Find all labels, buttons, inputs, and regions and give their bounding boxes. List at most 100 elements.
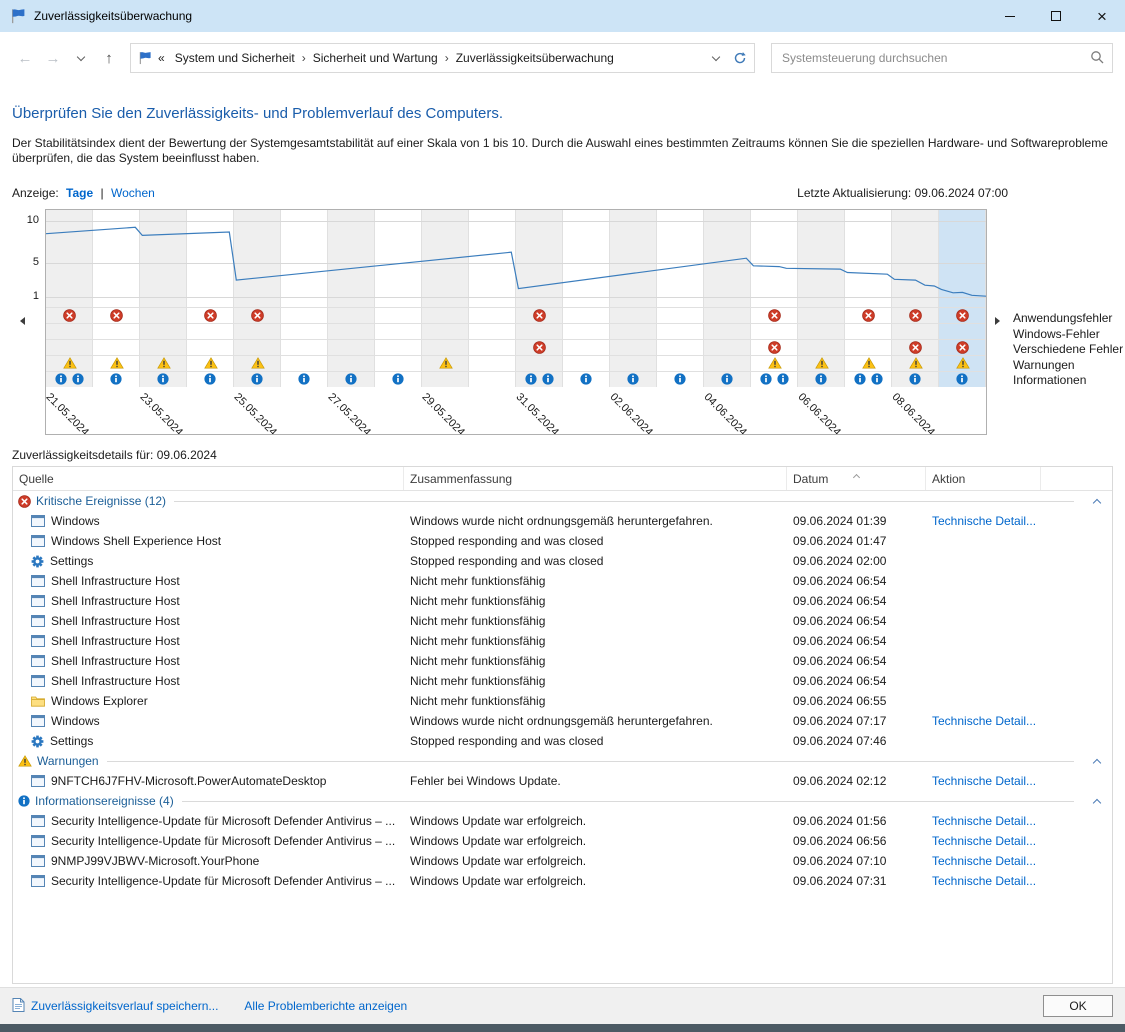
minimize-button[interactable] [987,0,1033,32]
event-row[interactable]: Shell Infrastructure Host Nicht mehr funk… [13,651,1112,671]
recent-pages-dropdown-button[interactable] [68,45,94,71]
event-row[interactable]: Security Intelligence-Update für Microso… [13,831,1112,851]
maximize-button[interactable] [1033,0,1079,32]
event-row[interactable]: Windows Shell Experience Host Stopped res… [13,531,1112,551]
event-row[interactable]: Shell Infrastructure Host Nicht mehr funk… [13,631,1112,651]
chart-day-column[interactable] [657,210,704,387]
technical-details-link[interactable]: Technische Detail... [932,514,1037,528]
navigation-bar: ← → ↑ « System und Sicherheit › Sicherheit… [0,32,1125,84]
close-button[interactable]: × [1079,0,1125,32]
search-box[interactable] [771,43,1113,73]
chart-day-column[interactable] [187,210,234,387]
collapse-group-button[interactable] [1082,797,1112,807]
minimize-icon [1005,15,1015,17]
gridline [46,263,986,265]
chevron-up-icon [852,473,861,482]
technical-details-link[interactable]: Technische Detail... [932,854,1037,868]
event-group-header[interactable]: Kritische Ereignisse (12) [13,491,1112,511]
event-date: 09.06.2024 06:54 [793,674,887,688]
forward-button[interactable]: → [40,45,66,71]
event-row[interactable]: Windows Explorer Nicht mehr funktionsfähi… [13,691,1112,711]
column-header-zusammenfassung[interactable]: Zusammenfassung [404,467,787,490]
column-header-datum[interactable]: Datum [787,467,926,490]
event-row[interactable]: 9NFTCH6J7FHV-Microsoft.PowerAutomateDesk… [13,771,1112,791]
chart-day-column[interactable] [516,210,563,387]
chart-day-column[interactable] [563,210,610,387]
chart-day-column[interactable] [140,210,187,387]
event-row[interactable]: Settings Stopped responding and was close… [13,551,1112,571]
technical-details-link[interactable]: Technische Detail... [932,714,1037,728]
technical-details-link[interactable]: Technische Detail... [932,774,1037,788]
error-icon [862,309,875,322]
view-reports-link[interactable]: Alle Problemberichte anzeigen [244,999,407,1013]
chart-day-column[interactable] [845,210,892,387]
event-row[interactable]: Security Intelligence-Update für Microso… [13,811,1112,831]
event-action: Technische Detail... [926,714,1041,728]
event-row[interactable]: Shell Infrastructure Host Nicht mehr funk… [13,571,1112,591]
chart-day-column[interactable] [281,210,328,387]
event-row[interactable]: Shell Infrastructure Host Nicht mehr funk… [13,611,1112,631]
warning-icon [110,357,124,369]
breadcrumb-item[interactable]: Sicherheit und Wartung [312,51,438,65]
event-summary: Nicht mehr funktionsfähig [410,594,546,608]
event-summary: Nicht mehr funktionsfähig [410,614,546,628]
error-icon [956,341,969,354]
chart-day-column[interactable] [939,210,986,387]
info-icon [251,373,263,385]
event-row[interactable]: Windows Windows wurde nicht ordnungsgemäß… [13,511,1112,531]
event-group-header[interactable]: Warnungen [13,751,1112,771]
search-icon[interactable] [1090,50,1104,67]
chart-day-column[interactable] [751,210,798,387]
column-header-aktion[interactable]: Aktion [926,467,1041,490]
technical-details-link[interactable]: Technische Detail... [932,874,1037,888]
event-row[interactable]: Windows Windows wurde nicht ordnungsgemäß… [13,711,1112,731]
refresh-button[interactable] [728,44,752,72]
chart-day-column[interactable] [234,210,281,387]
event-source-text: Shell Infrastructure Host [51,634,180,648]
breadcrumb-overflow[interactable]: « [158,51,165,65]
address-bar[interactable]: « System und Sicherheit › Sicherheit und W… [130,43,755,73]
view-separator: | [100,186,104,200]
chart-day-column[interactable] [610,210,657,387]
event-row[interactable]: Settings Stopped responding and was close… [13,731,1112,751]
chart-day-column[interactable] [93,210,140,387]
search-input[interactable] [780,50,1090,66]
chart-scroll-right-button[interactable] [989,313,1005,329]
view-weeks-link[interactable]: Wochen [110,186,155,200]
event-group-label: Warnungen [37,754,99,768]
window-icon [31,535,45,547]
chart-day-column[interactable] [328,210,375,387]
event-row[interactable]: 9NMPJ99VJBWV-Microsoft.YourPhone Windows … [13,851,1112,871]
ok-button[interactable]: OK [1043,995,1113,1017]
sort-ascending-icon[interactable] [852,469,861,483]
event-row[interactable]: Security Intelligence-Update für Microso… [13,871,1112,891]
chart-day-column[interactable] [798,210,845,387]
event-summary: Windows Update war erfolgreich. [410,834,587,848]
column-header-quelle[interactable]: Quelle [13,467,404,490]
up-button[interactable]: ↑ [96,45,122,71]
chart-day-column[interactable] [422,210,469,387]
event-row[interactable]: Shell Infrastructure Host Nicht mehr funk… [13,591,1112,611]
chart-day-column[interactable] [704,210,751,387]
event-row[interactable]: Shell Infrastructure Host Nicht mehr funk… [13,671,1112,691]
technical-details-link[interactable]: Technische Detail... [932,834,1037,848]
chevron-down-icon [711,52,721,61]
chart-day-column[interactable] [892,210,939,387]
stability-chart: 10 5 1 21.05.2024 23.05.2024 25.05.2024 27.05… [12,209,1123,435]
chart-day-column[interactable] [469,210,516,387]
save-history-link[interactable]: Zuverlässigkeitsverlauf speichern... [12,997,218,1015]
collapse-group-button[interactable] [1082,757,1112,767]
chart-scroll-left-button[interactable] [14,313,30,329]
address-dropdown-button[interactable] [704,44,728,72]
breadcrumb-item[interactable]: Zuverlässigkeitsüberwachung [455,51,614,65]
technical-details-link[interactable]: Technische Detail... [932,814,1037,828]
chart-event-row [46,323,986,339]
error-icon [909,309,922,322]
view-days-link[interactable]: Tage [66,186,94,200]
breadcrumb-item[interactable]: System und Sicherheit [174,51,295,65]
event-group-header[interactable]: Informationsereignisse (4) [13,791,1112,811]
collapse-group-button[interactable] [1082,497,1112,507]
chart-day-column[interactable] [46,210,93,387]
back-button[interactable]: ← [12,45,38,71]
chart-day-column[interactable] [375,210,422,387]
